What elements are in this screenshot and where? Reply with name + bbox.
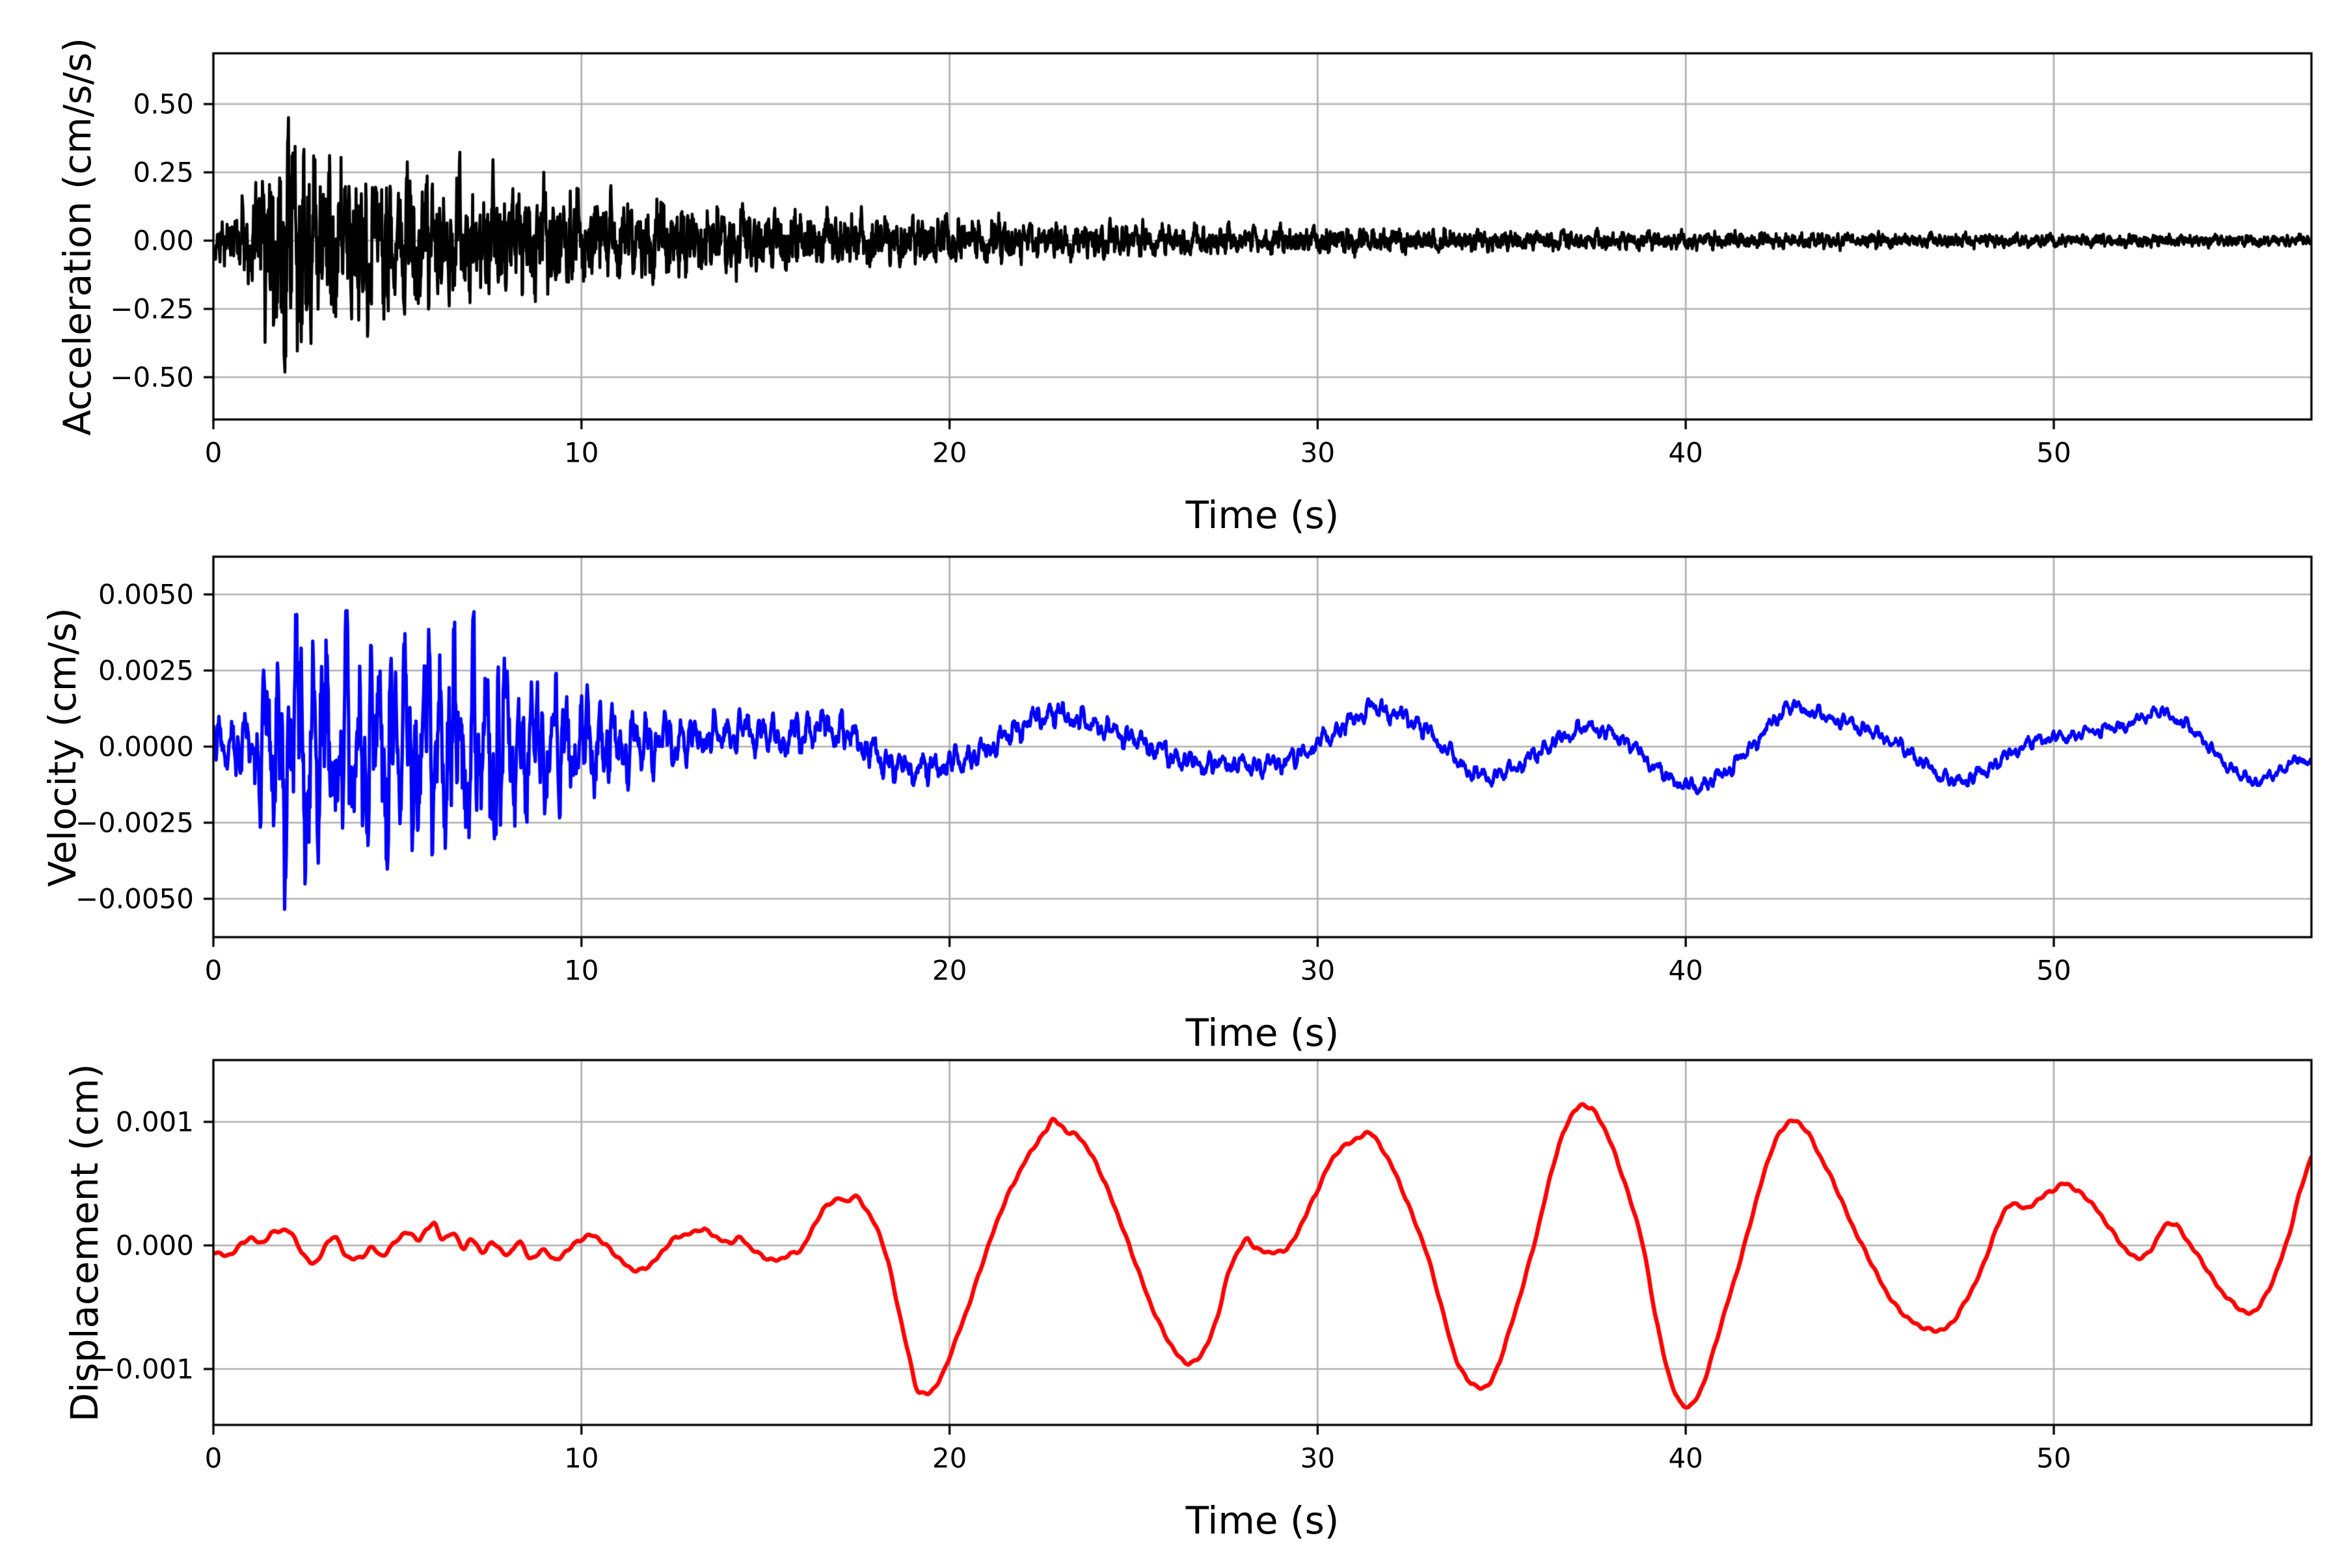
seismogram-figure: 0 10 20 30 40 50 0.50 0.25 0.00 −0.25 −0.50 Time (s…: [0, 0, 2342, 1561]
waveform-canvas: [0, 0, 2342, 1561]
